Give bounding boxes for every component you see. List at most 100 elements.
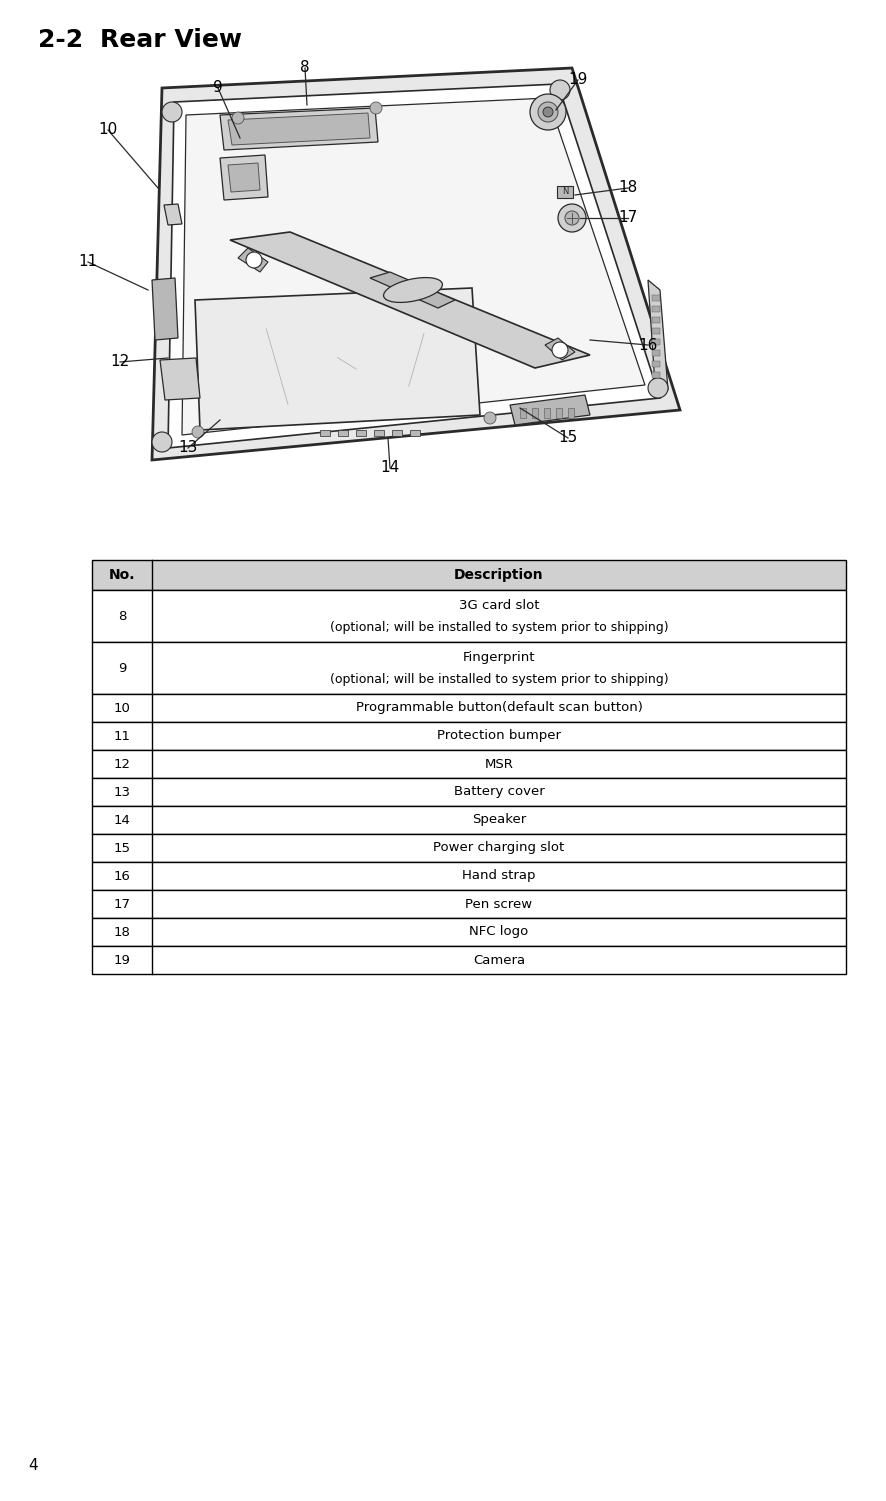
Circle shape xyxy=(370,102,382,114)
Text: 9: 9 xyxy=(214,81,223,96)
Bar xyxy=(92,722,846,750)
Bar xyxy=(92,919,846,946)
Text: Rear View: Rear View xyxy=(100,29,242,53)
Text: Speaker: Speaker xyxy=(472,814,526,827)
Text: 10: 10 xyxy=(113,701,130,714)
Polygon shape xyxy=(168,84,660,447)
Bar xyxy=(356,429,366,435)
Text: 18: 18 xyxy=(113,926,130,938)
Text: 11: 11 xyxy=(78,255,97,270)
Circle shape xyxy=(484,411,496,423)
Polygon shape xyxy=(220,155,268,200)
Text: Description: Description xyxy=(455,567,544,582)
Text: 9: 9 xyxy=(118,662,126,674)
Polygon shape xyxy=(152,68,680,459)
Text: 14: 14 xyxy=(113,814,130,827)
Text: 16: 16 xyxy=(638,338,657,353)
Polygon shape xyxy=(152,278,178,341)
Polygon shape xyxy=(195,288,480,429)
Bar xyxy=(92,806,846,835)
Circle shape xyxy=(552,342,568,359)
Polygon shape xyxy=(220,108,378,150)
Text: 2-2: 2-2 xyxy=(38,29,83,53)
Circle shape xyxy=(232,113,244,125)
Polygon shape xyxy=(510,395,590,425)
Circle shape xyxy=(565,212,579,225)
Polygon shape xyxy=(545,338,575,360)
Polygon shape xyxy=(230,233,590,368)
Bar xyxy=(557,186,573,198)
Bar xyxy=(92,693,846,722)
Text: (optional; will be installed to system prior to shipping): (optional; will be installed to system p… xyxy=(330,672,668,686)
Circle shape xyxy=(246,252,262,269)
Bar xyxy=(92,862,846,890)
Bar xyxy=(532,408,538,417)
Circle shape xyxy=(648,378,668,398)
Bar xyxy=(92,835,846,862)
Polygon shape xyxy=(370,272,455,308)
Text: 8: 8 xyxy=(118,609,126,623)
Circle shape xyxy=(558,204,586,233)
Bar xyxy=(410,429,420,435)
Polygon shape xyxy=(648,281,668,390)
Bar xyxy=(652,329,660,335)
Text: Hand strap: Hand strap xyxy=(462,869,536,883)
Bar xyxy=(652,362,660,368)
Bar xyxy=(92,890,846,919)
Bar xyxy=(652,350,660,356)
Polygon shape xyxy=(228,113,370,146)
Circle shape xyxy=(152,432,172,452)
Text: 17: 17 xyxy=(113,898,130,911)
Text: Pen screw: Pen screw xyxy=(465,898,532,911)
Text: 15: 15 xyxy=(558,431,578,446)
Polygon shape xyxy=(164,204,182,225)
Bar xyxy=(652,317,660,323)
Ellipse shape xyxy=(384,278,442,302)
Bar xyxy=(92,560,846,590)
Text: 3G card slot: 3G card slot xyxy=(459,599,540,612)
Text: 17: 17 xyxy=(618,210,638,225)
Text: 11: 11 xyxy=(113,729,130,743)
Text: (optional; will be installed to system prior to shipping): (optional; will be installed to system p… xyxy=(330,621,668,633)
Bar xyxy=(92,750,846,778)
Bar xyxy=(92,778,846,806)
Bar xyxy=(92,946,846,974)
Bar xyxy=(652,306,660,312)
Circle shape xyxy=(550,80,570,101)
Text: 15: 15 xyxy=(113,842,130,854)
Text: Programmable button(default scan button): Programmable button(default scan button) xyxy=(355,701,642,714)
Text: Camera: Camera xyxy=(473,953,525,967)
Bar xyxy=(652,372,660,378)
Text: Fingerprint: Fingerprint xyxy=(462,651,535,663)
Text: MSR: MSR xyxy=(485,758,514,770)
Text: 13: 13 xyxy=(113,785,130,799)
Text: No.: No. xyxy=(109,567,136,582)
Bar xyxy=(544,408,550,417)
Bar xyxy=(374,429,384,435)
Text: Power charging slot: Power charging slot xyxy=(433,842,564,854)
Polygon shape xyxy=(182,98,645,435)
Bar xyxy=(652,296,660,302)
Bar xyxy=(320,429,330,435)
Text: 10: 10 xyxy=(98,123,118,138)
Text: Battery cover: Battery cover xyxy=(454,785,544,799)
Text: 18: 18 xyxy=(618,180,638,195)
Bar xyxy=(392,429,402,435)
Text: 14: 14 xyxy=(380,461,400,476)
Polygon shape xyxy=(160,359,200,399)
Circle shape xyxy=(530,95,566,131)
Bar xyxy=(92,590,846,642)
Bar xyxy=(556,408,562,417)
Circle shape xyxy=(192,426,204,438)
Text: 12: 12 xyxy=(111,354,129,369)
Text: 8: 8 xyxy=(300,60,310,75)
Text: N: N xyxy=(562,188,568,197)
Bar xyxy=(520,408,526,417)
Text: 13: 13 xyxy=(178,440,198,455)
Text: Protection bumper: Protection bumper xyxy=(437,729,561,743)
Text: 19: 19 xyxy=(113,953,130,967)
Circle shape xyxy=(162,102,182,122)
Text: 4: 4 xyxy=(28,1457,37,1472)
Text: 12: 12 xyxy=(113,758,130,770)
Text: 16: 16 xyxy=(113,869,130,883)
